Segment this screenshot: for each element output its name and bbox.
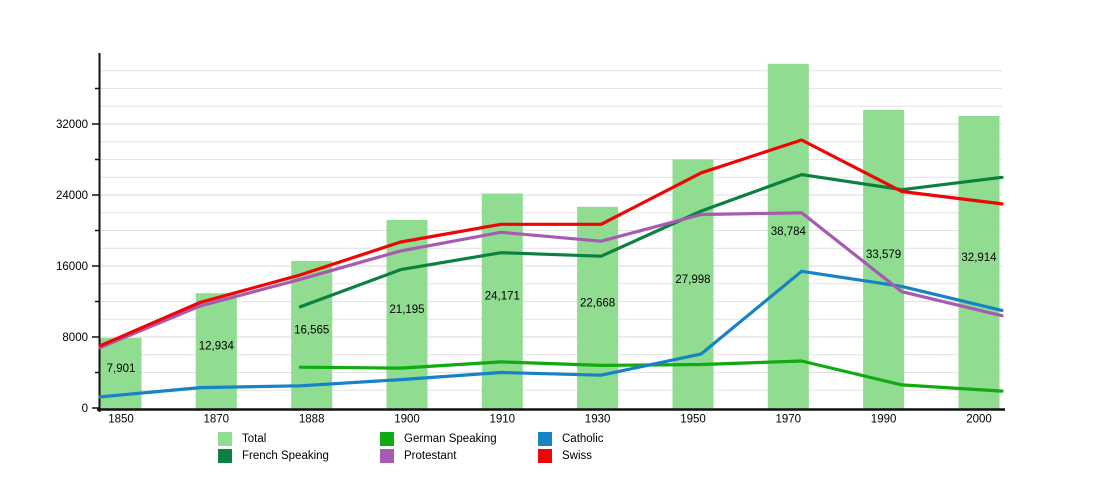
bar-value-label: 16,565 bbox=[294, 325, 329, 337]
bar-value-label: 24,171 bbox=[485, 291, 520, 303]
bar-value-label: 27,998 bbox=[675, 274, 710, 286]
bar-value-label: 7,901 bbox=[107, 363, 136, 375]
x-tick-label: 1850 bbox=[108, 414, 134, 426]
x-tick-label: 2000 bbox=[966, 414, 992, 426]
bar-1870 bbox=[195, 293, 237, 410]
y-tick-label: 0 bbox=[82, 403, 88, 415]
x-tick-label: 1950 bbox=[680, 414, 706, 426]
bar-value-label: 22,668 bbox=[580, 297, 615, 309]
x-tick-label: 1900 bbox=[394, 414, 420, 426]
x-tick-label: 1870 bbox=[204, 414, 230, 426]
bar-value-label: 32,914 bbox=[961, 252, 997, 264]
bar-value-label: 21,195 bbox=[389, 304, 424, 316]
bar-2000 bbox=[958, 115, 1000, 411]
line-protestant bbox=[98, 211, 1004, 350]
bar-1970 bbox=[767, 63, 809, 411]
x-tick-label: 1910 bbox=[490, 414, 516, 426]
y-tick-label: 24000 bbox=[56, 190, 88, 202]
y-tick-label: 16000 bbox=[56, 261, 88, 273]
bar-1990 bbox=[863, 110, 905, 410]
y-tick-label: 8000 bbox=[62, 332, 88, 344]
bar-1850 bbox=[100, 337, 142, 410]
bar-value-label: 33,579 bbox=[866, 249, 901, 261]
x-tick-label: 1970 bbox=[776, 414, 802, 426]
x-tick-label: 1888 bbox=[299, 414, 325, 426]
bar-value-label: 12,934 bbox=[199, 341, 235, 353]
bar-value-label: 38,784 bbox=[771, 226, 807, 238]
x-tick-label: 1990 bbox=[871, 414, 897, 426]
x-tick-label: 1930 bbox=[585, 414, 611, 426]
bar-1950 bbox=[672, 159, 714, 410]
y-tick-label: 32000 bbox=[56, 119, 88, 131]
line-catholic bbox=[98, 269, 1004, 399]
line-swiss bbox=[98, 138, 1004, 348]
line-french-speaking bbox=[298, 173, 1004, 309]
